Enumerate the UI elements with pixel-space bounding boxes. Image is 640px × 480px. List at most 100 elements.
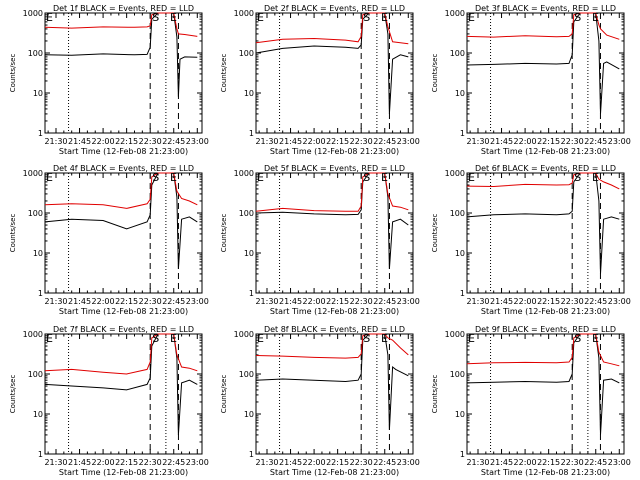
x-tick-label: 22:00 [303, 137, 326, 146]
start-marker-label: S [574, 11, 581, 24]
start-marker-label: S [363, 11, 370, 24]
chart-title: Det 8f BLACK = Events, RED = LLD [264, 325, 405, 334]
corner-marker-label: E [46, 332, 53, 345]
x-tick-label: 21:30 [466, 137, 489, 146]
corner-marker-label: E [257, 171, 264, 184]
x-tick-label: 21:45 [490, 458, 513, 467]
start-marker-label: S [152, 11, 159, 24]
end-marker-label: E [381, 332, 388, 345]
x-tick-label: 21:45 [68, 137, 91, 146]
x-tick-label: 21:30 [466, 297, 489, 306]
x-tick-label: 21:30 [255, 137, 278, 146]
x-tick-label: 23:00 [397, 137, 420, 146]
corner-marker-label: E [468, 11, 475, 24]
end-marker-label: E [592, 332, 599, 345]
chart-panel-9: 1 10 100 1000 21:30 21:45 22:00 22:15 22:30 22:45… [431, 325, 631, 477]
x-tick-label: 21:30 [44, 137, 67, 146]
x-tick-label: 21:30 [255, 458, 278, 467]
x-tick-label: 22:30 [561, 137, 584, 146]
x-tick-label: 21:45 [490, 297, 513, 306]
y-axis-title: Counts/sec [9, 54, 17, 93]
series-line-events [255, 12, 409, 114]
y-tick-label: 1000 [23, 330, 43, 339]
y-tick-label: 1000 [234, 9, 254, 18]
corner-marker-label: E [468, 171, 475, 184]
x-axis-title: Start Time (12-Feb-08 21:23:00) [481, 468, 610, 477]
x-tick-label: 22:30 [350, 297, 373, 306]
corner-marker-label: E [468, 332, 475, 345]
series-line-events [44, 172, 198, 269]
x-tick-label: 21:45 [279, 137, 302, 146]
x-tick-label: 22:30 [350, 137, 373, 146]
plot-frame [466, 172, 625, 294]
x-axis-title: Start Time (12-Feb-08 21:23:00) [59, 147, 188, 156]
x-tick-label: 23:00 [186, 458, 209, 467]
x-axis-title: Start Time (12-Feb-08 21:23:00) [270, 147, 399, 156]
y-tick-label: 1000 [445, 330, 465, 339]
corner-marker-label: E [46, 11, 53, 24]
x-tick-label: 22:00 [303, 297, 326, 306]
x-tick-label: 21:45 [279, 458, 302, 467]
x-tick-label: 22:00 [514, 137, 537, 146]
chart-title: Det 9f BLACK = Events, RED = LLD [475, 325, 616, 334]
y-axis-title: Counts/sec [220, 214, 228, 253]
x-tick-label: 22:45 [584, 137, 607, 146]
y-axis-title: Counts/sec [220, 375, 228, 414]
x-axis-title: Start Time (12-Feb-08 21:23:00) [481, 307, 610, 316]
x-tick-label: 23:00 [608, 297, 631, 306]
series-line-lld [466, 12, 620, 40]
x-tick-label: 22:00 [92, 297, 115, 306]
x-axis-title: Start Time (12-Feb-08 21:23:00) [270, 307, 399, 316]
y-tick-label: 1 [460, 450, 465, 459]
x-tick-label: 23:00 [186, 297, 209, 306]
x-tick-label: 22:15 [115, 297, 138, 306]
y-tick-label: 1 [38, 450, 43, 459]
x-tick-label: 22:45 [162, 458, 185, 467]
x-tick-label: 22:30 [139, 297, 162, 306]
x-tick-label: 22:15 [115, 137, 138, 146]
series-line-events [466, 12, 620, 114]
y-tick-label: 1 [460, 289, 465, 298]
plot-frame [44, 12, 203, 134]
y-tick-label: 1 [249, 450, 254, 459]
end-marker-label: E [170, 11, 177, 24]
chart-panel-1: 1 10 100 1000 21:30 21:45 22:00 22:15 22:30 22:45… [9, 4, 209, 156]
y-tick-label: 100 [239, 209, 254, 218]
y-tick-label: 1000 [23, 169, 43, 178]
y-tick-label: 1 [38, 289, 43, 298]
y-tick-label: 10 [33, 89, 43, 98]
series-line-events [44, 333, 198, 435]
y-tick-label: 1 [38, 129, 43, 138]
plot-frame [466, 333, 625, 455]
x-tick-label: 23:00 [397, 297, 420, 306]
x-tick-label: 22:45 [584, 297, 607, 306]
start-marker-label: S [574, 171, 581, 184]
series-line-events [466, 333, 620, 435]
x-tick-label: 21:45 [68, 458, 91, 467]
series-line-events [466, 172, 620, 274]
plot-frame [44, 333, 203, 455]
plot-frame [255, 333, 414, 455]
chart-title: Det 6f BLACK = Events, RED = LLD [475, 164, 616, 173]
plot-frame [466, 12, 625, 134]
end-marker-label: E [381, 171, 388, 184]
chart-title: Det 3f BLACK = Events, RED = LLD [475, 4, 616, 13]
series-line-events [44, 12, 198, 97]
x-tick-label: 22:15 [537, 137, 560, 146]
y-axis-title: Counts/sec [431, 375, 439, 414]
x-tick-label: 21:30 [44, 297, 67, 306]
y-tick-label: 10 [455, 249, 465, 258]
series-line-events [255, 333, 409, 430]
y-tick-label: 1000 [445, 169, 465, 178]
x-tick-label: 22:15 [115, 458, 138, 467]
chart-title: Det 5f BLACK = Events, RED = LLD [264, 164, 405, 173]
y-tick-label: 10 [33, 249, 43, 258]
x-tick-label: 21:30 [44, 458, 67, 467]
y-tick-label: 10 [244, 249, 254, 258]
start-marker-label: S [363, 171, 370, 184]
chart-panel-2: 1 10 100 1000 21:30 21:45 22:00 22:15 22:30 22:45… [220, 4, 420, 156]
x-tick-label: 23:00 [397, 458, 420, 467]
x-axis-title: Start Time (12-Feb-08 21:23:00) [59, 307, 188, 316]
end-marker-label: E [592, 11, 599, 24]
start-marker-label: S [574, 332, 581, 345]
